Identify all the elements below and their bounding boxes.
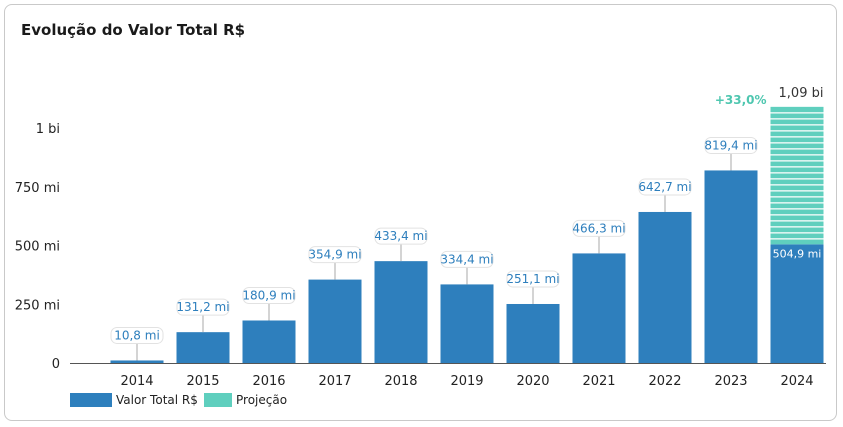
bar-valor-total [374, 261, 428, 363]
x-tick-label: 2024 [780, 374, 813, 389]
bar-valor-total [308, 279, 362, 363]
data-label-pill [374, 227, 428, 245]
x-tick-label: 2022 [648, 374, 681, 389]
x-tick-label: 2019 [450, 374, 483, 389]
x-tick-label: 2017 [318, 374, 351, 389]
y-tick-label: 0 [52, 357, 60, 372]
x-tick-label: 2014 [120, 374, 153, 389]
legend-swatch-valor-total [70, 393, 112, 407]
data-label-pill [176, 298, 230, 316]
data-label: 251,1 mi [506, 272, 559, 286]
data-label: 642,7 mi [638, 180, 691, 194]
chart-title: Evolução do Valor Total R$ [21, 21, 246, 39]
bar-valor-total [638, 211, 692, 363]
legend-label-valor-total: Valor Total R$ [116, 393, 198, 407]
data-label: 10,8 mi [114, 328, 160, 342]
x-tick-label: 2021 [582, 374, 615, 389]
x-tick-label: 2020 [516, 374, 549, 389]
data-label-pill [440, 250, 494, 268]
bar-valor-total [506, 303, 560, 363]
x-tick-label: 2015 [186, 374, 219, 389]
data-label-pill [704, 136, 758, 154]
bar-valor-total [440, 284, 494, 363]
x-tick-label: 2016 [252, 374, 285, 389]
legend-label-projecao: Projeção [236, 393, 287, 407]
bar-valor-total [242, 320, 296, 363]
bar-projecao [770, 106, 824, 245]
data-label: 131,2 mi [176, 300, 229, 314]
data-label: 819,4 mi [704, 138, 757, 152]
y-tick-label: 250 mi [15, 298, 60, 313]
data-label: 334,4 mi [440, 252, 493, 266]
bar-valor-total [572, 253, 626, 363]
bar-valor-total [110, 360, 164, 363]
data-label: 180,9 mi [242, 288, 295, 302]
data-label-pill [242, 286, 296, 304]
x-tick-label: 2018 [384, 374, 417, 389]
bar-valor-total [770, 244, 824, 363]
data-label-pill [506, 270, 560, 288]
data-label: 504,9 mi [773, 247, 822, 260]
bar-valor-total [176, 332, 230, 363]
data-label: 433,4 mi [374, 229, 427, 243]
y-tick-label: 500 mi [15, 240, 60, 255]
data-label: 466,3 mi [572, 221, 625, 235]
growth-label: +33,0% [715, 93, 767, 107]
legend-swatch-projecao [204, 393, 232, 407]
data-label: 354,9 mi [308, 248, 361, 262]
x-tick-label: 2023 [714, 374, 747, 389]
total-label: 1,09 bi [779, 86, 824, 101]
y-tick-label: 750 mi [15, 181, 60, 196]
bar-valor-total [704, 170, 758, 363]
data-label-pill [110, 326, 164, 344]
data-label-pill [308, 246, 362, 264]
data-label-pill [638, 178, 692, 196]
y-tick-label: 1 bi [36, 122, 60, 137]
data-label-pill [572, 219, 626, 237]
